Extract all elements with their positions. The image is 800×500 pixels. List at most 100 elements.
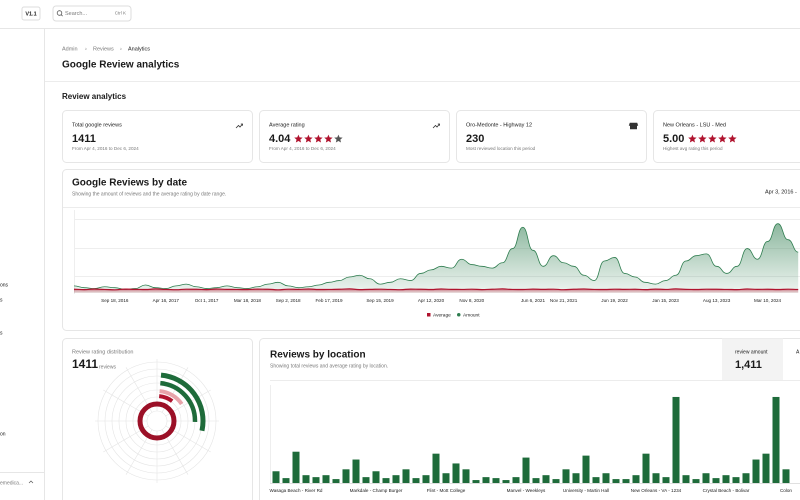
breadcrumb[interactable]: Reviews bbox=[93, 46, 114, 52]
panel-value: 1411 bbox=[72, 357, 98, 371]
rating-star bbox=[688, 134, 697, 143]
location-panel bbox=[259, 338, 800, 500]
bar bbox=[702, 473, 710, 483]
x-tick-label: Flint - Mott College bbox=[427, 488, 466, 493]
search-icon bbox=[56, 10, 63, 16]
bar bbox=[642, 453, 650, 483]
bar bbox=[622, 479, 630, 483]
bar bbox=[672, 396, 680, 483]
x-tick-label: Colon bbox=[780, 488, 792, 493]
rating-star bbox=[314, 134, 323, 143]
x-tick-label: Jan 15, 2023 bbox=[652, 298, 679, 303]
bar bbox=[632, 475, 640, 483]
card-value: 1411 bbox=[72, 133, 96, 145]
bar bbox=[552, 479, 560, 483]
trend-icon bbox=[432, 123, 440, 129]
bar bbox=[562, 469, 570, 483]
card-label: Total google reviews bbox=[72, 122, 122, 128]
bar bbox=[472, 480, 480, 483]
x-tick-label: New Orleans - VA - 1234 bbox=[631, 488, 682, 493]
x-tick-label: Jun 6, 2021 bbox=[521, 298, 545, 303]
bar bbox=[652, 473, 660, 483]
x-tick-label: Wasaga Beach - River Rd bbox=[270, 488, 323, 493]
area-fill bbox=[74, 288, 799, 293]
legend-swatch bbox=[457, 313, 461, 317]
x-tick-label: Nov 21, 2021 bbox=[550, 298, 578, 303]
x-tick-label: Mar 18, 2018 bbox=[234, 298, 262, 303]
date-range[interactable]: Apr 3, 2016 - bbox=[765, 189, 797, 195]
x-tick-label: Oct 1, 2017 bbox=[195, 298, 219, 303]
bar bbox=[502, 480, 510, 483]
search-box[interactable]: Search... Ctrl K bbox=[52, 5, 132, 22]
x-tick-label: Jun 19, 2022 bbox=[601, 298, 628, 303]
bar bbox=[482, 477, 490, 483]
card-note: From Apr 4, 2016 to Dec 6, 2024 bbox=[72, 146, 139, 151]
trend-icon bbox=[240, 123, 243, 126]
legend-swatch bbox=[427, 313, 431, 317]
stat-label: A bbox=[796, 349, 800, 355]
sidebar-user[interactable]: emedica... bbox=[0, 480, 23, 486]
bar bbox=[522, 457, 530, 483]
trend-icon bbox=[235, 123, 243, 129]
sidebar-item[interactable]: ons bbox=[0, 282, 9, 288]
rating-star bbox=[304, 134, 313, 143]
rating-star bbox=[718, 134, 727, 143]
sidebar-item[interactable]: s bbox=[0, 330, 3, 336]
stat-card bbox=[259, 110, 450, 163]
store-icon bbox=[628, 122, 639, 130]
legend-label: Amount bbox=[463, 312, 480, 318]
search-shortcut: Ctrl K bbox=[115, 11, 126, 16]
card-value: 4.04 bbox=[269, 133, 291, 145]
x-tick-label: Apr 12, 2020 bbox=[418, 298, 445, 303]
chevron[interactable] bbox=[28, 480, 34, 484]
bar bbox=[302, 475, 310, 483]
bar bbox=[352, 459, 360, 483]
search-placeholder[interactable]: Search... bbox=[65, 11, 87, 17]
legend-label: Average bbox=[433, 312, 451, 318]
stat-label: review amount bbox=[735, 349, 768, 355]
bar bbox=[582, 455, 590, 483]
bar bbox=[532, 478, 540, 483]
breadcrumb[interactable]: Admin bbox=[62, 46, 78, 52]
sidebar-item[interactable]: s bbox=[0, 297, 3, 303]
panel-unit: reviews bbox=[99, 364, 116, 370]
breadcrumb-sep: › bbox=[120, 46, 122, 52]
bar bbox=[512, 477, 520, 483]
line bbox=[73, 223, 799, 290]
radial-arc bbox=[158, 394, 174, 403]
x-tick-label: Nov 8, 2020 bbox=[459, 298, 484, 303]
card-note: Highest avg rating this period bbox=[663, 146, 723, 151]
x-tick-label: Manvel - Weekleys bbox=[507, 488, 546, 493]
line bbox=[73, 288, 799, 291]
distribution-panel bbox=[62, 338, 253, 500]
trend-icon bbox=[437, 123, 440, 126]
bar bbox=[422, 475, 430, 483]
bar bbox=[662, 477, 670, 483]
search-field[interactable] bbox=[52, 5, 132, 22]
chart-subtitle: Showing total reviews and average rating… bbox=[270, 363, 388, 369]
bar bbox=[382, 478, 390, 483]
x-tick-label: Crystal Beach - Bolivar bbox=[703, 488, 750, 493]
bar bbox=[392, 475, 400, 483]
card-note: Most reviewed location this period bbox=[466, 146, 536, 151]
version: V1.1 bbox=[25, 11, 36, 17]
rating-star bbox=[334, 134, 343, 143]
rating-star bbox=[294, 134, 303, 143]
bar bbox=[682, 475, 690, 483]
version-badge bbox=[21, 6, 41, 21]
x-tick-label: Markdale - Champ Burger bbox=[350, 488, 403, 493]
card-label: New Orleans - LSU - Med bbox=[663, 122, 726, 128]
sidebar-item[interactable]: on bbox=[0, 431, 6, 437]
search-icon bbox=[60, 14, 63, 17]
card-note: From Apr 4, 2016 to Dec 6, 2024 bbox=[269, 146, 336, 151]
bar bbox=[402, 469, 410, 483]
card-label: Average rating bbox=[269, 122, 305, 128]
breadcrumb: Analytics bbox=[128, 46, 150, 52]
x-tick-label: Mar 10, 2024 bbox=[754, 298, 782, 303]
bar bbox=[362, 477, 370, 483]
bar bbox=[412, 478, 420, 483]
stat-card bbox=[62, 110, 253, 163]
rating-star bbox=[728, 134, 737, 143]
bar bbox=[292, 451, 300, 483]
